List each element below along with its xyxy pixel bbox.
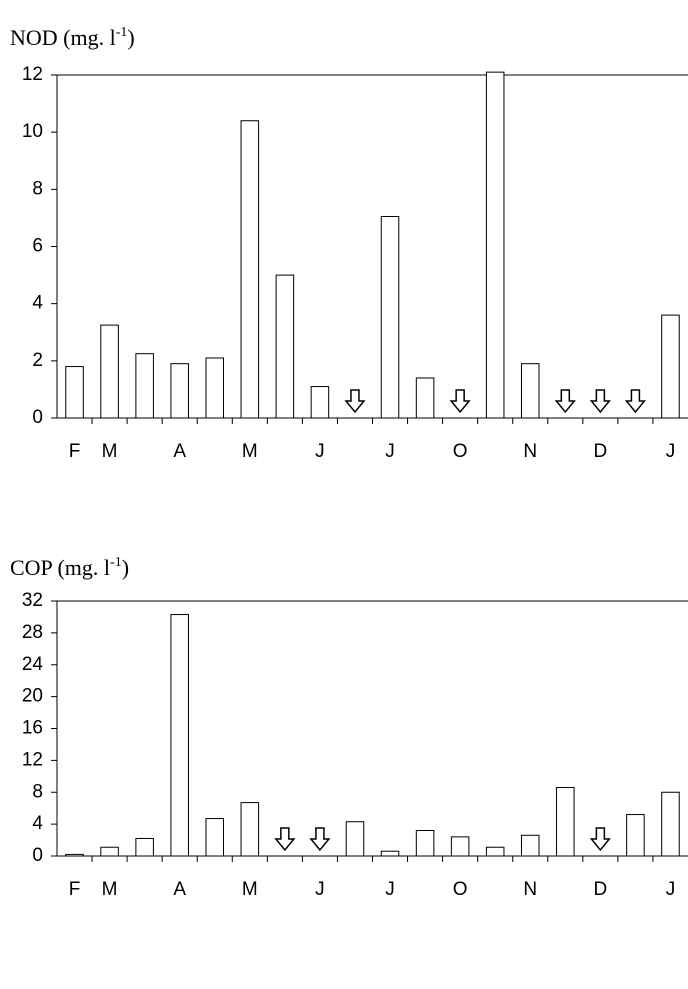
x-tick-label: M — [102, 441, 118, 462]
bar — [380, 850, 400, 857]
chart-title: COP (mg. l-1) — [10, 555, 129, 580]
x-tick-label: J — [666, 441, 676, 462]
below-detection-arrow — [449, 389, 471, 414]
y-tick-label: 0 — [32, 845, 43, 866]
x-tick-label: A — [173, 441, 186, 462]
title-superscript: -1 — [110, 555, 122, 570]
bar — [135, 353, 154, 419]
y-tick-label: 8 — [32, 781, 43, 802]
bar — [100, 324, 119, 419]
below-detection-arrow — [344, 389, 366, 414]
y-tick-label: 8 — [32, 178, 43, 199]
title-text: ) — [127, 25, 134, 50]
x-tick-label: O — [453, 441, 468, 462]
bar — [275, 274, 295, 419]
below-detection-arrow — [624, 389, 646, 414]
bar — [170, 363, 189, 419]
bar — [240, 802, 260, 857]
bar — [205, 818, 225, 857]
y-tick-label: 32 — [22, 590, 43, 611]
y-tick-label: 4 — [32, 813, 43, 834]
bar — [661, 791, 680, 857]
bar — [485, 846, 505, 857]
title-text: COP (mg. l — [10, 555, 110, 580]
bar — [240, 120, 260, 419]
x-tick-label: D — [593, 879, 607, 900]
bar — [450, 836, 470, 857]
below-detection-arrow — [554, 389, 576, 414]
bar — [65, 853, 84, 857]
y-tick-label: 10 — [22, 121, 43, 142]
x-tick-label: M — [102, 879, 118, 900]
y-tick-label: 0 — [32, 407, 43, 428]
bar — [100, 846, 119, 857]
x-tick-label: J — [315, 441, 325, 462]
x-tick-label: F — [69, 879, 81, 900]
bar — [661, 314, 680, 419]
y-tick-label: 12 — [22, 64, 43, 85]
x-tick-label: J — [315, 879, 325, 900]
bar — [205, 357, 225, 419]
y-tick-label: 4 — [32, 293, 43, 314]
bar — [135, 837, 154, 857]
y-tick-label: 24 — [22, 654, 44, 675]
bar — [520, 834, 540, 857]
bar — [415, 830, 435, 857]
x-tick-label: M — [242, 441, 258, 462]
bar — [485, 71, 505, 419]
bar — [170, 614, 189, 857]
bar — [345, 821, 365, 857]
y-tick-label: 6 — [32, 236, 43, 257]
bar — [415, 377, 435, 419]
x-tick-label: O — [453, 879, 468, 900]
x-tick-label: J — [385, 879, 395, 900]
x-tick-label: J — [385, 441, 395, 462]
x-tick-label: F — [69, 441, 81, 462]
y-tick-label: 16 — [22, 718, 43, 739]
bar — [520, 363, 540, 419]
bar — [65, 366, 84, 419]
x-tick-label: N — [523, 879, 537, 900]
title-text: NOD (mg. l — [10, 25, 116, 50]
x-tick-label: N — [523, 441, 537, 462]
below-detection-arrow — [589, 389, 611, 414]
bar — [310, 386, 330, 419]
x-tick-label: J — [666, 879, 676, 900]
below-detection-arrow — [274, 827, 296, 852]
title-text: ) — [122, 555, 129, 580]
y-tick-label: 20 — [22, 686, 43, 707]
bar — [626, 814, 645, 857]
title-superscript: -1 — [116, 25, 128, 40]
y-tick-label: 12 — [22, 749, 43, 770]
bar — [556, 786, 575, 857]
x-tick-label: D — [593, 441, 607, 462]
below-detection-arrow — [589, 827, 611, 852]
bar — [380, 215, 400, 419]
y-tick-label: 2 — [32, 350, 43, 371]
x-tick-label: A — [173, 879, 186, 900]
below-detection-arrow — [309, 827, 331, 852]
y-tick-label: 28 — [22, 622, 43, 643]
x-tick-label: M — [242, 879, 258, 900]
chart-title: NOD (mg. l-1) — [10, 25, 135, 50]
